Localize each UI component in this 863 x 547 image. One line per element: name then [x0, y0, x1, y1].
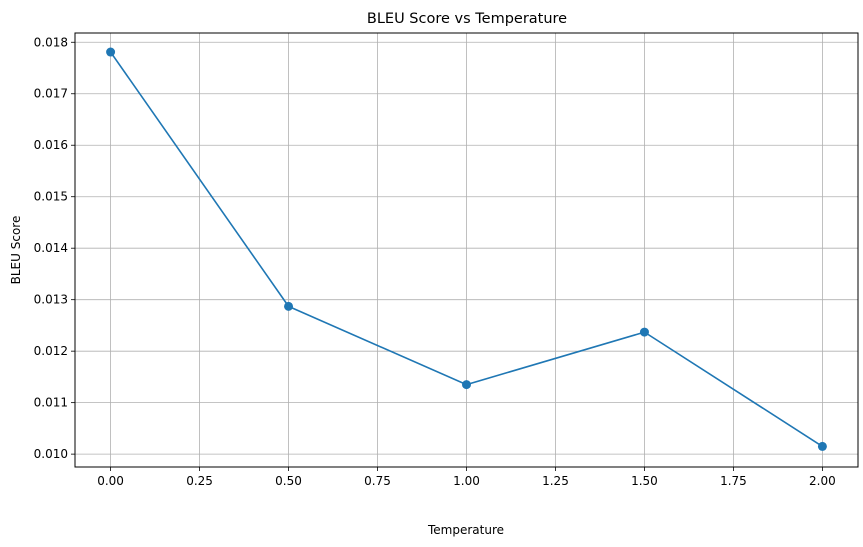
y-tick-label: 0.012: [34, 344, 68, 358]
x-tick-label: 0.00: [97, 474, 124, 488]
x-tick-label: 2.00: [809, 474, 836, 488]
x-tick-label: 1.00: [453, 474, 480, 488]
y-tick-label: 0.010: [34, 447, 68, 461]
series: [106, 47, 827, 451]
y-tick-label: 0.014: [34, 241, 68, 255]
y-tick-label: 0.016: [34, 138, 68, 152]
data-point: [106, 47, 116, 57]
chart-title: BLEU Score vs Temperature: [367, 11, 567, 27]
y-tick-label: 0.011: [34, 396, 68, 410]
x-tick-label: 1.50: [631, 474, 658, 488]
x-tick-label: 0.25: [186, 474, 213, 488]
data-point: [639, 327, 649, 337]
data-point: [817, 441, 827, 451]
x-tick-label: 1.75: [720, 474, 747, 488]
y-tick-label: 0.013: [34, 293, 68, 307]
plot-frame: [74, 32, 859, 468]
x-tick-label: 1.25: [542, 474, 569, 488]
y-tick-label: 0.015: [34, 190, 68, 204]
y-tick-label: 0.018: [34, 35, 68, 49]
grid: [75, 33, 858, 467]
x-tick-label: 0.75: [364, 474, 391, 488]
x-axis-label: Temperature: [427, 523, 504, 537]
data-point: [462, 380, 471, 390]
y-axis-label: BLEU Score: [9, 216, 23, 285]
x-tick-label: 0.50: [275, 474, 302, 488]
data-point: [284, 301, 294, 311]
ticks: 0.00 0.25 0.50 0.75 1.00 1.25 1.50 1.75 2.00 0.01…: [34, 35, 836, 488]
y-tick-label: 0.017: [34, 87, 68, 101]
